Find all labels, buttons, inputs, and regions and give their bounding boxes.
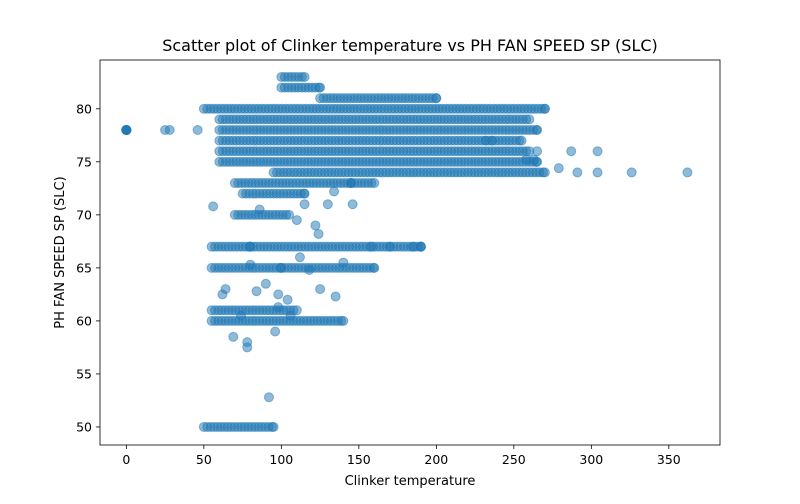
- scatter-point: [285, 310, 296, 321]
- y-axis-label: PH FAN SPEED SP (SLC): [53, 176, 68, 328]
- scatter-point: [329, 186, 340, 197]
- x-tick-label: 100: [269, 452, 293, 467]
- x-tick-label: 300: [579, 452, 603, 467]
- scatter-point: [415, 241, 426, 252]
- scatter-point: [682, 167, 693, 178]
- x-tick-label: 0: [122, 452, 130, 467]
- scatter-point: [572, 167, 583, 178]
- y-axis: 50 55 60 65 70 75 80: [76, 101, 100, 434]
- y-tick-label: 75: [76, 154, 92, 169]
- scatter-point: [208, 201, 219, 212]
- scatter-point: [524, 114, 535, 125]
- scatter-point: [282, 294, 293, 305]
- scatter-point: [299, 188, 310, 199]
- scatter-point: [315, 82, 326, 93]
- scatter-point: [245, 259, 256, 270]
- chart-title: Scatter plot of Clinker temperature vs P…: [162, 36, 658, 55]
- scatter-point: [322, 199, 333, 210]
- y-tick-label: 60: [76, 313, 92, 328]
- x-tick-label: 200: [424, 452, 448, 467]
- scatter-point: [313, 228, 324, 239]
- scatter-point: [592, 167, 603, 178]
- points-layer: [121, 71, 693, 432]
- scatter-point: [284, 209, 295, 220]
- scatter-point: [121, 125, 132, 135]
- scatter-point: [487, 135, 498, 146]
- y-tick-label: 80: [76, 101, 92, 116]
- scatter-point: [304, 265, 315, 275]
- scatter-point: [294, 252, 305, 263]
- scatter-point: [369, 178, 380, 189]
- scatter-point: [228, 331, 239, 342]
- scatter-point: [192, 125, 203, 135]
- y-tick-label: 70: [76, 207, 92, 222]
- scatter-point: [254, 204, 265, 215]
- scatter-point: [315, 284, 326, 295]
- scatter-point: [330, 291, 341, 302]
- scatter-point: [299, 199, 310, 210]
- scatter-point: [164, 125, 175, 135]
- y-tick-label: 50: [76, 419, 92, 434]
- x-tick-label: 350: [657, 452, 681, 467]
- scatter-point: [539, 167, 550, 178]
- scatter-point: [310, 220, 321, 231]
- x-tick-label: 250: [502, 452, 526, 467]
- scatter-point: [338, 257, 349, 268]
- scatter-point: [626, 167, 637, 178]
- scatter-point: [566, 146, 577, 157]
- scatter-point: [270, 326, 281, 337]
- scatter-point: [236, 310, 247, 321]
- plot-frame: [99, 59, 721, 446]
- scatter-point: [592, 146, 603, 157]
- x-axis-label: Clinker temperature: [345, 474, 476, 489]
- scatter-point: [369, 262, 380, 273]
- y-tick-label: 65: [76, 260, 92, 275]
- scatter-point: [263, 392, 274, 403]
- x-tick-label: 50: [196, 452, 212, 467]
- scatter-point: [516, 135, 527, 146]
- scatter-point: [529, 154, 539, 165]
- y-tick-label: 55: [76, 366, 92, 381]
- scatter-point: [299, 71, 310, 82]
- scatter-point: [220, 284, 231, 295]
- scatter-point: [242, 342, 253, 353]
- scatter-point: [539, 103, 550, 114]
- scatter-point: [347, 199, 358, 210]
- scatter-point: [260, 278, 271, 289]
- scatter-point: [553, 163, 564, 174]
- x-tick-label: 150: [347, 452, 371, 467]
- scatter-point: [366, 241, 377, 252]
- scatter-point: [251, 286, 262, 297]
- scatter-point: [532, 125, 543, 135]
- scatter-point: [268, 421, 279, 432]
- scatter-point: [338, 315, 349, 326]
- x-axis: 0 50 100 150 200 250 300 350: [122, 445, 681, 467]
- scatter-point: [291, 215, 302, 226]
- scatter-point: [384, 241, 395, 252]
- scatter-point: [532, 146, 543, 157]
- scatter-point: [273, 289, 284, 300]
- scatter-point: [273, 302, 284, 313]
- scatter-point: [431, 93, 442, 104]
